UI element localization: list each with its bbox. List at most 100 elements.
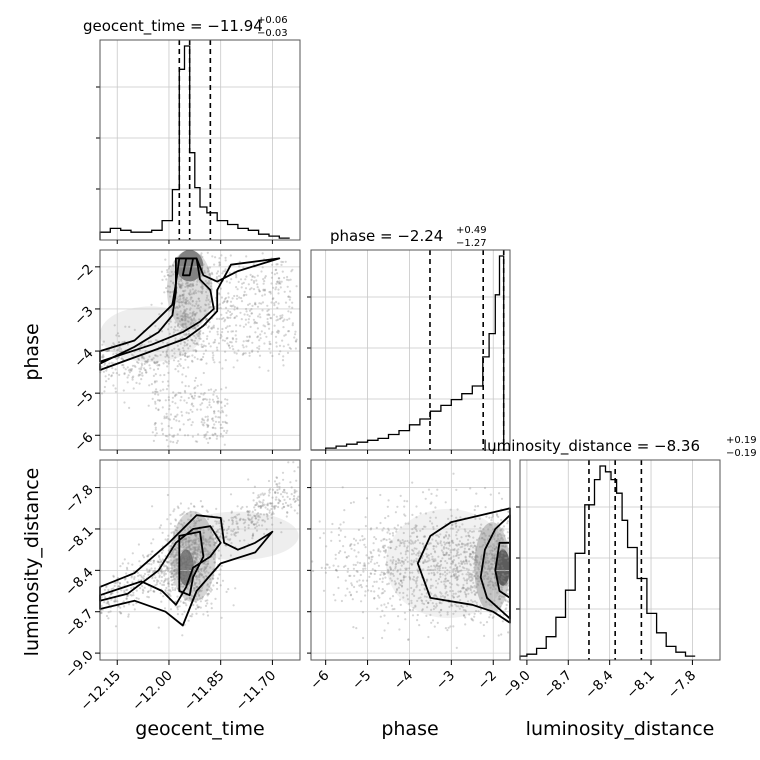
scatter-point xyxy=(354,539,358,542)
scatter-point xyxy=(402,562,405,565)
scatter-point xyxy=(462,577,465,580)
scatter-point xyxy=(457,556,460,560)
scatter-point xyxy=(233,515,236,519)
scatter-point xyxy=(485,621,489,624)
scatter-point xyxy=(181,564,185,567)
scatter-point xyxy=(188,550,191,553)
scatter-point xyxy=(174,569,177,573)
scatter-point xyxy=(255,529,259,532)
scatter-point xyxy=(204,271,207,274)
scatter-point xyxy=(255,501,258,504)
scatter-point xyxy=(107,603,111,606)
scatter-point xyxy=(470,617,473,620)
scatter-point xyxy=(502,545,505,548)
scatter-point xyxy=(185,282,189,285)
scatter-point xyxy=(103,385,106,389)
scatter-point xyxy=(198,546,201,549)
scatter-point xyxy=(195,574,198,578)
scatter-point xyxy=(471,551,475,554)
scatter-point xyxy=(142,575,145,578)
scatter-point xyxy=(245,505,248,508)
scatter-point xyxy=(469,588,472,592)
scatter-point xyxy=(150,303,153,306)
scatter-point xyxy=(235,352,238,355)
scatter-point xyxy=(190,539,193,542)
scatter-point xyxy=(268,342,271,345)
scatter-point xyxy=(184,334,187,337)
scatter-point xyxy=(170,553,173,556)
scatter-point xyxy=(373,597,376,600)
scatter-point xyxy=(331,522,334,526)
scatter-point xyxy=(166,435,169,438)
scatter-point xyxy=(230,305,233,308)
scatter-point xyxy=(198,573,201,576)
scatter-point xyxy=(200,392,203,395)
scatter-point xyxy=(475,571,479,574)
scatter-point xyxy=(223,443,226,446)
scatter-point xyxy=(166,290,169,293)
scatter-point xyxy=(189,283,192,286)
scatter-point xyxy=(462,551,465,554)
scatter-point xyxy=(491,555,494,558)
scatter-point xyxy=(117,585,120,588)
scatter-point xyxy=(180,277,183,280)
scatter-point xyxy=(208,273,211,276)
scatter-point xyxy=(425,599,428,602)
scatter-point xyxy=(258,290,261,293)
scatter-point xyxy=(160,422,163,425)
scatter-point xyxy=(107,377,110,380)
scatter-point xyxy=(204,279,207,283)
scatter-point xyxy=(221,420,224,424)
scatter-point xyxy=(404,550,407,553)
scatter-point xyxy=(352,567,355,570)
scatter-point xyxy=(161,380,164,383)
scatter-point xyxy=(384,551,387,554)
scatter-point xyxy=(188,546,191,549)
scatter-point xyxy=(180,553,183,556)
scatter-point xyxy=(485,515,488,518)
scatter-point xyxy=(101,343,104,346)
scatter-point xyxy=(181,318,185,322)
scatter-point xyxy=(488,561,491,564)
scatter-point xyxy=(399,568,402,571)
scatter-point xyxy=(491,563,495,566)
scatter-point xyxy=(465,535,468,538)
scatter-point xyxy=(178,363,181,366)
scatter-point xyxy=(182,323,185,326)
scatter-point xyxy=(501,566,504,570)
scatter-point xyxy=(186,265,189,268)
scatter-point xyxy=(135,597,138,600)
scatter-point xyxy=(442,547,445,550)
scatter-point xyxy=(153,390,157,393)
scatter-point xyxy=(192,349,195,352)
scatter-point xyxy=(411,608,415,612)
scatter-point xyxy=(251,275,254,278)
scatter-point xyxy=(254,522,258,526)
scatter-point xyxy=(217,292,220,295)
scatter-point xyxy=(171,542,174,545)
scatter-point xyxy=(281,495,284,498)
scatter-point xyxy=(487,584,490,587)
scatter-point xyxy=(181,293,184,297)
scatter-point xyxy=(347,555,350,558)
scatter-point xyxy=(214,427,217,430)
scatter-point xyxy=(207,571,210,574)
scatter-point xyxy=(203,436,206,439)
scatter-point xyxy=(194,551,197,555)
scatter-point xyxy=(189,547,192,551)
scatter-point xyxy=(257,515,260,518)
scatter-point xyxy=(186,299,189,302)
scatter-point xyxy=(438,569,441,572)
scatter-point xyxy=(340,599,343,603)
scatter-point xyxy=(170,562,173,565)
contour-geocent_time-vs-luminosity_distance-1 xyxy=(178,530,205,597)
scatter-point xyxy=(112,362,115,365)
scatter-point xyxy=(332,564,335,567)
scatter-point xyxy=(212,434,215,437)
scatter-point xyxy=(144,360,147,363)
scatter-point xyxy=(444,627,447,630)
scatter-point xyxy=(464,609,467,612)
scatter-point xyxy=(171,578,174,582)
scatter-point xyxy=(244,352,247,355)
scatter-point xyxy=(105,614,109,618)
